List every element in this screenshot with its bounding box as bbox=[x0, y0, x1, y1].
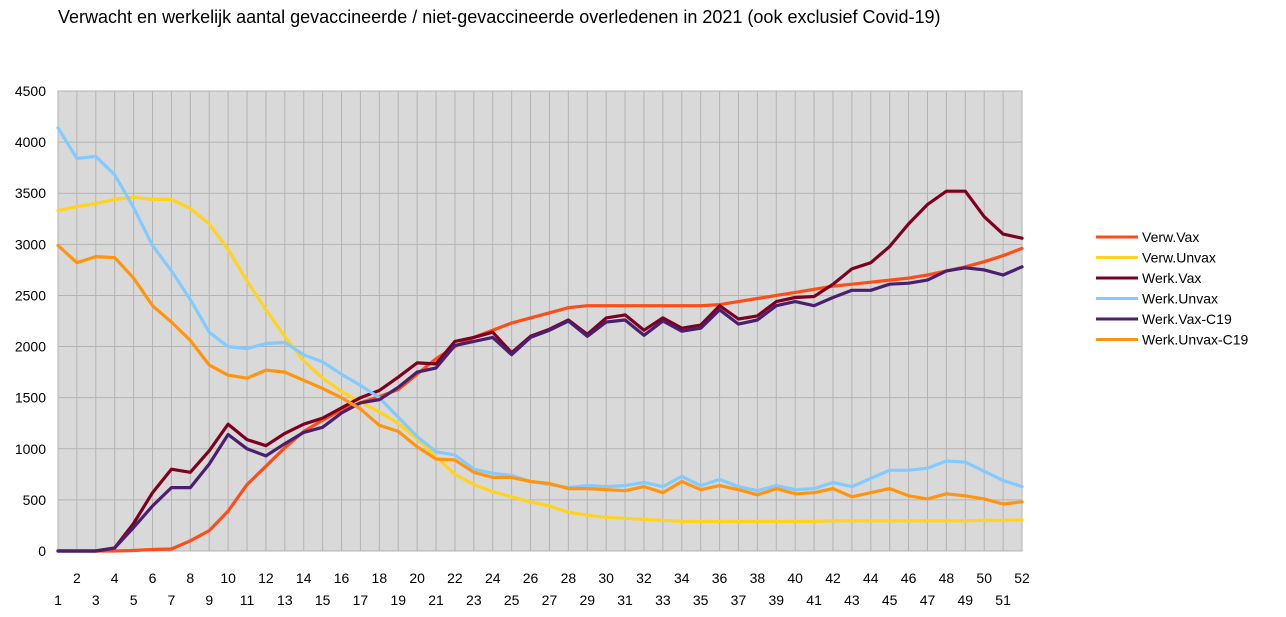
y-tick-label: 500 bbox=[23, 492, 47, 508]
x-tick-label: 38 bbox=[750, 570, 766, 586]
plot-background bbox=[58, 91, 1022, 551]
x-tick-label: 21 bbox=[428, 592, 444, 608]
x-tick-label: 12 bbox=[258, 570, 274, 586]
x-tick-label: 39 bbox=[768, 592, 784, 608]
x-tick-label: 43 bbox=[844, 592, 860, 608]
y-tick-label: 3500 bbox=[15, 185, 46, 201]
chart-title: Verwacht en werkelijk aantal gevaccineer… bbox=[58, 7, 941, 27]
x-tick-label: 11 bbox=[240, 592, 255, 608]
x-tick-label: 14 bbox=[296, 570, 312, 586]
x-tick-label: 31 bbox=[617, 592, 633, 608]
x-tick-label: 28 bbox=[561, 570, 577, 586]
x-tick-label: 29 bbox=[579, 592, 595, 608]
x-tick-label: 15 bbox=[315, 592, 331, 608]
series-line-werk-vax-c19 bbox=[56, 265, 1024, 553]
x-tick-label: 18 bbox=[372, 570, 388, 586]
x-tick-label: 4 bbox=[111, 570, 119, 586]
x-tick-label: 22 bbox=[447, 570, 463, 586]
legend-item: Werk.Unvax bbox=[1096, 291, 1218, 307]
x-tick-label: 48 bbox=[939, 570, 955, 586]
x-tick-label: 47 bbox=[920, 592, 936, 608]
y-tick-label: 1500 bbox=[15, 390, 46, 406]
y-tick-label: 1000 bbox=[15, 441, 46, 457]
x-tick-label: 6 bbox=[149, 570, 157, 586]
x-tick-label: 40 bbox=[787, 570, 803, 586]
x-tick-label: 33 bbox=[655, 592, 671, 608]
x-tick-label: 30 bbox=[598, 570, 614, 586]
legend-label: Werk.Vax bbox=[1142, 270, 1201, 286]
x-tick-label: 50 bbox=[976, 570, 992, 586]
plot-border bbox=[57, 90, 1023, 552]
x-tick-label: 45 bbox=[882, 592, 898, 608]
x-tick-label: 25 bbox=[504, 592, 520, 608]
x-tick-label: 19 bbox=[390, 592, 406, 608]
plot-area: 0500100015002000250030003500400045001234… bbox=[15, 83, 1030, 608]
x-tick-label: 17 bbox=[353, 592, 369, 608]
x-tick-label: 52 bbox=[1014, 570, 1030, 586]
legend-label: Verw.Vax bbox=[1142, 229, 1199, 245]
y-tick-label: 0 bbox=[38, 543, 46, 559]
x-tick-label: 51 bbox=[995, 592, 1011, 608]
legend-item: Verw.Unvax bbox=[1096, 250, 1216, 266]
x-tick-label: 35 bbox=[693, 592, 709, 608]
x-tick-label: 23 bbox=[466, 592, 482, 608]
legend-item: Verw.Vax bbox=[1096, 229, 1199, 245]
legend-item: Werk.Unvax-C19 bbox=[1096, 332, 1249, 348]
x-tick-label: 5 bbox=[130, 592, 138, 608]
y-tick-label: 2500 bbox=[15, 287, 46, 303]
x-tick-label: 24 bbox=[485, 570, 501, 586]
x-tick-label: 36 bbox=[712, 570, 728, 586]
x-tick-label: 34 bbox=[674, 570, 690, 586]
legend-label: Verw.Unvax bbox=[1142, 250, 1216, 266]
legend-label: Werk.Unvax bbox=[1142, 291, 1218, 307]
x-tick-label: 27 bbox=[542, 592, 558, 608]
x-tick-label: 26 bbox=[523, 570, 539, 586]
legend-item: Werk.Vax bbox=[1096, 270, 1201, 286]
series-line-werk-unvax-c19 bbox=[56, 243, 1024, 506]
x-tick-label: 44 bbox=[863, 570, 879, 586]
x-tick-label: 2 bbox=[73, 570, 81, 586]
series-line-verw-unvax bbox=[56, 195, 1024, 524]
y-tick-label: 4000 bbox=[15, 134, 46, 150]
x-tick-label: 13 bbox=[277, 592, 293, 608]
x-tick-label: 42 bbox=[825, 570, 841, 586]
x-tick-label: 49 bbox=[958, 592, 974, 608]
x-tick-label: 32 bbox=[636, 570, 652, 586]
x-tick-label: 1 bbox=[54, 592, 62, 608]
x-tick-label: 7 bbox=[168, 592, 176, 608]
x-tick-label: 9 bbox=[205, 592, 213, 608]
x-tick-label: 20 bbox=[409, 570, 425, 586]
legend-item: Werk.Vax-C19 bbox=[1096, 311, 1232, 327]
x-tick-label: 37 bbox=[731, 592, 747, 608]
y-tick-label: 3000 bbox=[15, 236, 46, 252]
x-tick-label: 16 bbox=[334, 570, 350, 586]
y-tick-label: 2000 bbox=[15, 339, 46, 355]
legend-label: Werk.Unvax-C19 bbox=[1142, 332, 1249, 348]
x-tick-label: 46 bbox=[901, 570, 917, 586]
x-tick-label: 10 bbox=[220, 570, 236, 586]
x-tick-label: 8 bbox=[186, 570, 194, 586]
x-tick-label: 3 bbox=[92, 592, 100, 608]
x-tick-label: 41 bbox=[806, 592, 822, 608]
legend: Verw.Vax Verw.Unvax Werk.Vax Werk.Unvax Werk… bbox=[1096, 229, 1249, 348]
legend-label: Werk.Vax-C19 bbox=[1142, 311, 1232, 327]
y-tick-label: 4500 bbox=[15, 83, 46, 99]
series-line-verw-vax bbox=[56, 246, 1024, 553]
